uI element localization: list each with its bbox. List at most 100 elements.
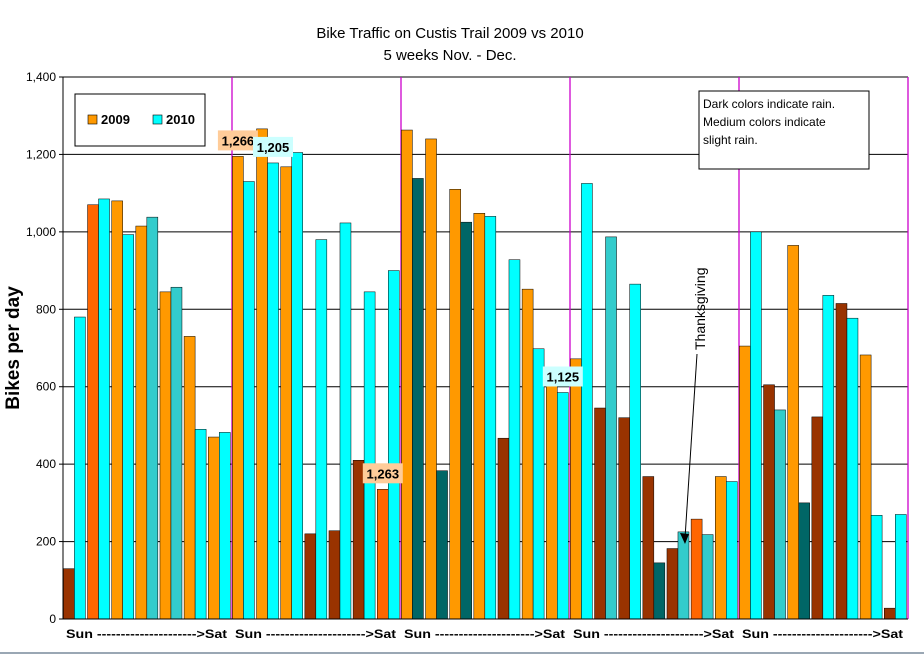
legend-label-2009: 2009 xyxy=(101,112,130,127)
bar-2010-day-20 xyxy=(532,348,545,620)
bar-2009-day-22 xyxy=(570,358,582,620)
bar-2010-day-12 xyxy=(339,222,352,620)
legend-frame xyxy=(74,93,206,147)
bar-2010-day-5 xyxy=(170,286,183,620)
y-tick-label: 200 xyxy=(36,535,56,549)
bar-2009-day-12 xyxy=(328,530,341,620)
chart-title: Bike Traffic on Custis Trail 2009 vs 201… xyxy=(316,25,583,42)
bar-2009-day-29 xyxy=(739,345,751,620)
callout-bg-3 xyxy=(362,463,403,484)
bar-2009-day-31 xyxy=(787,245,799,620)
bar-2010-day-25 xyxy=(653,562,666,620)
bar-2009-day-9 xyxy=(256,128,268,620)
legend-swatch-2010 xyxy=(152,114,163,125)
bar-2009-day-11 xyxy=(304,533,317,620)
bar-2009-day-32 xyxy=(811,416,824,620)
bar-2010-day-8 xyxy=(243,181,255,620)
bar-2009-day-16 xyxy=(425,138,437,620)
legend-label-2010: 2010 xyxy=(166,112,195,127)
bar-2010-day-23 xyxy=(605,236,617,620)
bar-2009-day-25 xyxy=(642,476,655,620)
bar-2010-day-30 xyxy=(774,409,786,620)
bar-2009-day-27 xyxy=(690,518,703,620)
x-axis-week-labels: Sun --------------------->Sat Sun -------… xyxy=(66,627,903,641)
callout-bg-2 xyxy=(253,136,293,157)
y-tick-label: 1,200 xyxy=(26,147,56,161)
thanksgiving-annotation: Thanksgiving xyxy=(680,268,708,544)
value-callouts: 1,266 1,205 1,263 1,125 xyxy=(217,130,583,484)
bar-2010-day-34 xyxy=(870,515,883,620)
bar-2009-day-8 xyxy=(232,156,244,620)
bars xyxy=(63,128,907,620)
thanksgiving-label: Thanksgiving xyxy=(692,268,708,351)
bar-2009-day-7 xyxy=(208,436,220,620)
bar-2010-day-24 xyxy=(629,283,641,620)
bar-2009-day-18 xyxy=(473,213,486,620)
y-axis-label: Bikes per day xyxy=(3,286,24,410)
bar-2009-day-10 xyxy=(280,166,292,620)
callout-bg-4 xyxy=(542,366,583,387)
bar-2010-day-18 xyxy=(484,216,497,620)
y-tick-label: 800 xyxy=(36,302,56,316)
bar-2010-day-31 xyxy=(798,502,810,620)
bar-2009-day-20 xyxy=(521,288,534,620)
bar-2010-day-21 xyxy=(557,392,569,620)
bar-2010-day-33 xyxy=(846,317,859,620)
bar-2010-day-19 xyxy=(508,259,521,620)
y-tick-label: 400 xyxy=(36,457,56,471)
bar-2009-day-3 xyxy=(111,200,123,620)
week-label-4: Sun --------------------->Sat xyxy=(573,627,734,641)
bar-2010-day-2 xyxy=(98,198,110,620)
bar-2009-day-19 xyxy=(497,437,510,620)
bar-2009-day-13 xyxy=(352,460,365,620)
rain-note-line-3: slight rain. xyxy=(703,133,758,147)
bar-2009-day-15 xyxy=(401,129,413,620)
bar-2010-day-13 xyxy=(363,291,376,620)
bar-2010-day-4 xyxy=(146,216,159,620)
bar-2010-day-15 xyxy=(412,178,424,620)
bar-2010-day-9 xyxy=(267,162,279,620)
legend-swatch-2009 xyxy=(87,114,98,125)
axes xyxy=(62,77,908,620)
bar-2009-day-33 xyxy=(835,303,848,620)
bar-2010-day-28 xyxy=(726,481,738,620)
bar-2009-day-34 xyxy=(859,354,872,620)
week-label-3: Sun --------------------->Sat xyxy=(404,627,565,641)
bar-2010-day-27 xyxy=(701,534,714,620)
y-tick-label: 0 xyxy=(49,612,56,626)
bar-2009-day-5 xyxy=(159,291,172,620)
bar-2010-day-7 xyxy=(219,432,231,620)
bar-2009-day-4 xyxy=(135,225,148,620)
rain-note-line-1: Dark colors indicate rain. xyxy=(703,97,835,111)
y-tick-label: 600 xyxy=(36,380,56,394)
callout-label-4: 1,125 xyxy=(547,370,580,385)
bar-2010-day-29 xyxy=(750,231,762,620)
bar-2010-day-35 xyxy=(895,514,907,620)
rain-note: Dark colors indicate rain. Medium colors… xyxy=(698,90,870,170)
y-tick-label: 1,400 xyxy=(26,70,56,84)
bar-2009-day-26 xyxy=(666,548,679,620)
bar-2009-day-2 xyxy=(87,204,99,620)
bar-2010-day-10 xyxy=(291,152,303,620)
bar-2009-day-1 xyxy=(63,568,75,620)
rain-note-frame xyxy=(698,90,870,170)
callout-label-1: 1,266 xyxy=(222,133,255,148)
bar-2009-day-30 xyxy=(763,384,775,620)
rain-note-line-2: Medium colors indicate xyxy=(703,115,826,129)
week-label-1: Sun --------------------->Sat xyxy=(66,627,227,641)
bar-2010-day-22 xyxy=(581,183,593,620)
bar-2009-day-21 xyxy=(546,376,558,620)
thanksgiving-arrow-line xyxy=(684,353,698,539)
bar-2009-day-24 xyxy=(618,417,630,620)
bar-2010-day-17 xyxy=(460,221,472,620)
bar-2009-day-23 xyxy=(594,407,606,620)
bar-2009-day-6 xyxy=(183,336,196,620)
bar-2010-day-1 xyxy=(74,316,86,620)
y-axis-ticks: 0 200 400 600 800 1,000 1,200 1,400 xyxy=(26,70,63,626)
bar-2010-day-6 xyxy=(194,429,207,620)
y-tick-label: 1,000 xyxy=(26,225,56,239)
week-label-2: Sun --------------------->Sat xyxy=(235,627,396,641)
bar-2010-day-26 xyxy=(677,531,690,620)
legend: 2009 2010 xyxy=(74,93,206,147)
thanksgiving-arrow-head xyxy=(680,533,689,544)
